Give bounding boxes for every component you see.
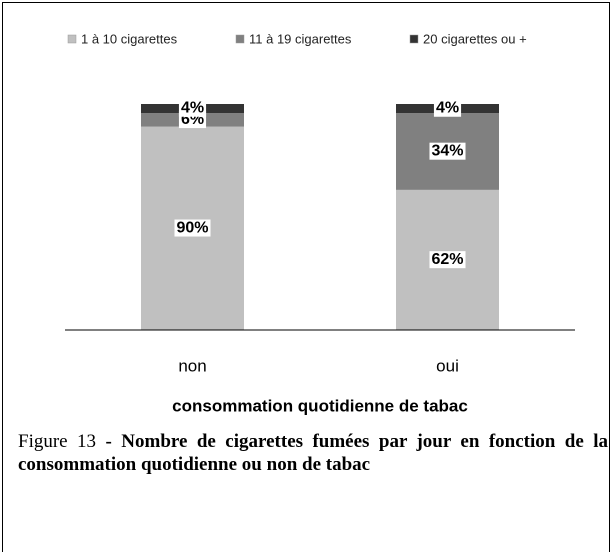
value-label-bg bbox=[178, 99, 207, 117]
value-label-bg bbox=[433, 99, 462, 117]
chart: consommation quotidienne de tabac 1 à 10… bbox=[65, 31, 575, 415]
legend-swatch bbox=[67, 34, 77, 44]
value-label-bg bbox=[429, 251, 466, 269]
legend-label: 20 cigarettes ou + bbox=[423, 31, 527, 46]
legend-swatch bbox=[409, 34, 419, 44]
legend-swatch bbox=[235, 34, 245, 44]
value-label: 90% bbox=[176, 220, 208, 237]
value-label: 4% bbox=[436, 100, 459, 117]
x-tick-label: oui bbox=[436, 356, 459, 375]
value-label: 62% bbox=[431, 251, 463, 268]
caption-label: Figure 13 bbox=[18, 431, 97, 452]
x-axis-title: consommation quotidienne de tabac bbox=[172, 396, 468, 415]
legend-label: 11 à 19 cigarettes bbox=[249, 31, 352, 46]
legend-label: 1 à 10 cigarettes bbox=[81, 31, 178, 46]
value-label-bg bbox=[429, 142, 466, 160]
value-label: 4% bbox=[181, 100, 204, 117]
value-label: 34% bbox=[431, 143, 463, 160]
x-tick-label: non bbox=[178, 356, 206, 375]
caption: Figure 13 - Nombre de cigarettes fumées … bbox=[18, 430, 608, 476]
value-label-bg bbox=[174, 219, 211, 237]
caption-text: - Nombre de cigarettes fumées par jour e… bbox=[18, 431, 609, 475]
